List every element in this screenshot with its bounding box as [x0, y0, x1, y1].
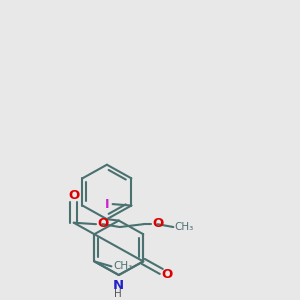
Text: O: O	[98, 217, 109, 230]
Text: O: O	[152, 217, 164, 230]
Text: O: O	[161, 268, 172, 281]
Text: H: H	[114, 289, 122, 299]
Text: CH₃: CH₃	[113, 261, 132, 272]
Text: N: N	[112, 279, 124, 292]
Text: I: I	[105, 198, 109, 211]
Text: CH₃: CH₃	[175, 222, 194, 232]
Text: O: O	[68, 189, 80, 202]
